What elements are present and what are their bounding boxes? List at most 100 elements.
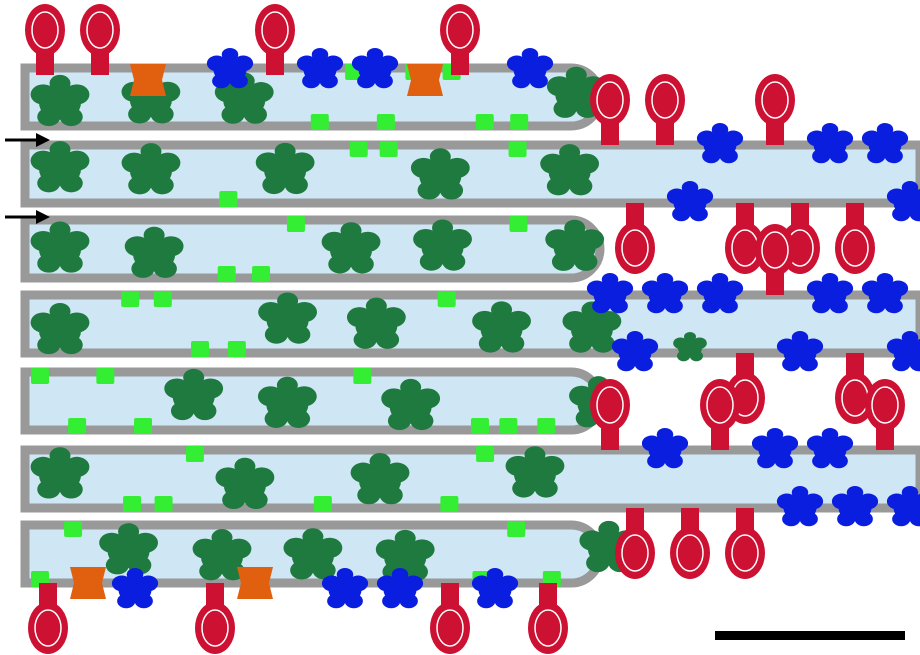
atp-synthase xyxy=(835,203,875,274)
antenna-complex xyxy=(509,216,528,232)
complex-part xyxy=(498,575,519,592)
complex-part xyxy=(233,55,254,72)
antenna-complex xyxy=(121,291,140,307)
complex-part xyxy=(546,176,570,196)
complex-part xyxy=(829,453,848,469)
atp-stalk xyxy=(846,353,864,378)
atp-head xyxy=(430,602,470,654)
complex-part xyxy=(117,593,136,609)
complex-part xyxy=(892,206,911,222)
atp-stalk xyxy=(91,50,109,75)
complex-part xyxy=(37,107,61,127)
atp-head-detail xyxy=(761,231,789,269)
complex-part xyxy=(778,435,799,452)
complex-part xyxy=(702,148,721,164)
complex xyxy=(30,447,90,499)
complex-part xyxy=(353,330,377,349)
complex-part xyxy=(591,334,615,353)
complex-part xyxy=(876,273,894,287)
antenna-complex xyxy=(437,291,456,307)
atp-synthase xyxy=(195,583,235,654)
complex xyxy=(258,292,317,344)
complex xyxy=(776,331,824,372)
atp-synthase xyxy=(755,74,795,145)
complex xyxy=(611,331,659,372)
atp-synthase xyxy=(670,508,710,579)
complex xyxy=(206,48,254,89)
complex-part xyxy=(255,152,281,173)
complex-part xyxy=(258,301,284,323)
complex xyxy=(346,297,406,349)
complex xyxy=(111,568,159,609)
complex-part xyxy=(350,462,376,483)
complex xyxy=(586,273,634,314)
complex xyxy=(215,457,275,510)
atp-stalk xyxy=(601,120,619,145)
complex-part xyxy=(886,493,907,510)
complex xyxy=(350,453,410,505)
scale-bar xyxy=(715,631,905,640)
complex-part xyxy=(829,298,848,314)
atp-synthase xyxy=(725,203,765,274)
complex-part xyxy=(641,435,662,452)
complex-part xyxy=(49,447,71,465)
atp-synthase xyxy=(80,4,120,75)
complex-part xyxy=(821,273,839,287)
complex-part xyxy=(664,453,683,469)
complex xyxy=(505,446,565,498)
complex-part xyxy=(140,143,162,160)
complex xyxy=(410,148,470,200)
atp-head-detail xyxy=(761,81,789,119)
complex xyxy=(641,428,689,469)
complex xyxy=(255,142,315,195)
complex-part xyxy=(592,298,611,314)
complex-part xyxy=(64,150,90,171)
atp-head xyxy=(755,74,795,126)
complex-part xyxy=(126,568,144,582)
complex-part xyxy=(751,435,772,452)
complex-part xyxy=(723,130,744,147)
complex-part xyxy=(892,356,911,372)
complex-part xyxy=(569,334,593,353)
complex-part xyxy=(656,428,674,442)
complex-part xyxy=(212,73,231,89)
complex-part xyxy=(559,144,581,161)
complex xyxy=(30,74,90,127)
complex-part xyxy=(382,593,401,609)
complex-part xyxy=(164,378,190,399)
antenna-complex xyxy=(252,266,271,282)
complex-part xyxy=(379,485,403,505)
atp-head-detail xyxy=(676,534,704,572)
antenna-complex xyxy=(96,368,115,384)
atp-synthase xyxy=(255,4,295,75)
complex-part xyxy=(540,153,566,174)
complex-part xyxy=(696,280,717,297)
complex-part xyxy=(49,302,71,320)
complex-part xyxy=(143,226,165,244)
membrane xyxy=(20,140,920,208)
complex-part xyxy=(37,254,61,273)
complex-part xyxy=(586,553,610,573)
complex-part xyxy=(666,188,687,205)
complex-part xyxy=(128,175,152,195)
complex-part xyxy=(400,378,422,396)
complex-part xyxy=(677,350,691,362)
complex-part xyxy=(672,206,691,222)
complex-part xyxy=(806,435,827,452)
atp-synthase xyxy=(25,4,65,75)
complex-part xyxy=(59,254,83,273)
atp-stalk xyxy=(766,270,784,295)
complex-part xyxy=(565,66,587,84)
atp-head xyxy=(440,4,480,56)
complex-part xyxy=(782,511,801,527)
complex-part xyxy=(886,338,907,355)
complex-part xyxy=(501,334,525,353)
complex-part xyxy=(617,356,636,372)
complex-part xyxy=(131,259,155,278)
complex-part xyxy=(30,150,56,171)
complex-part xyxy=(150,104,174,124)
complex-part xyxy=(410,157,437,178)
complex-part xyxy=(689,350,704,362)
complex-part xyxy=(312,560,336,580)
atp-head-detail xyxy=(621,229,649,267)
